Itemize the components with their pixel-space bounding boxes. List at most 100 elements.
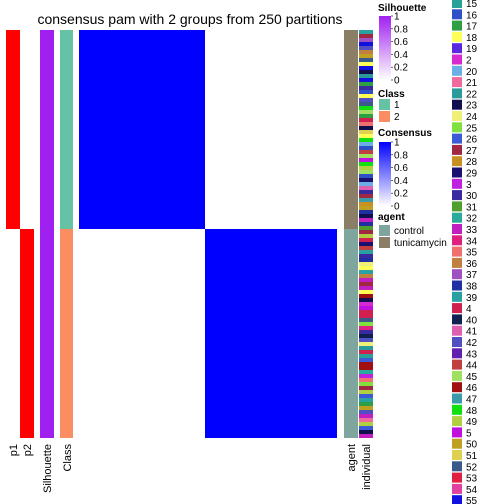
individual-legend-swatch bbox=[452, 359, 462, 370]
individual-annotation-column bbox=[359, 30, 373, 438]
legend-silhouette-colorbar bbox=[379, 16, 391, 80]
legend-consensus-tick-label: 0.4 bbox=[394, 176, 408, 187]
individual-legend-label: 40 bbox=[466, 315, 478, 326]
individual-cell bbox=[359, 434, 373, 438]
individual-cell bbox=[359, 274, 373, 278]
individual-cell bbox=[359, 202, 373, 206]
consensus-legend: Consensus 10.8 0.6 0.4 0.2 0 bbox=[378, 128, 432, 213]
individual-cell bbox=[359, 90, 373, 94]
individual-legend-swatch bbox=[452, 31, 462, 42]
individual-cell bbox=[359, 94, 373, 98]
individual-legend-label: 4 bbox=[466, 304, 472, 315]
individual-cell bbox=[359, 198, 373, 202]
individual-legend-swatch bbox=[452, 269, 462, 280]
individual-cell bbox=[359, 98, 373, 102]
individual-cell bbox=[359, 302, 373, 306]
individual-legend-label: 43 bbox=[466, 349, 478, 360]
individual-cell bbox=[359, 254, 373, 258]
individual-cell bbox=[359, 406, 373, 410]
legend-agent-label: control bbox=[394, 226, 424, 237]
individual-cell bbox=[359, 34, 373, 38]
legend-consensus-tick-label: 0.8 bbox=[394, 150, 408, 161]
individual-legend-swatch bbox=[452, 291, 462, 302]
individual-legend-swatch bbox=[452, 438, 462, 449]
individual-cell bbox=[359, 78, 373, 82]
individual-cell bbox=[359, 318, 373, 322]
individual-legend-swatch bbox=[452, 337, 462, 347]
individual-legend-swatch bbox=[452, 280, 462, 291]
individual-cell bbox=[359, 170, 373, 174]
individual-cell bbox=[359, 314, 373, 318]
individual-cell bbox=[359, 62, 373, 66]
legend-consensus-tick-label: 0.6 bbox=[394, 163, 408, 174]
individual-legend-label: 30 bbox=[466, 191, 478, 202]
individual-legend-swatch bbox=[452, 43, 462, 54]
silhouette-legend: Silhouette 10.8 0.6 0.4 0.2 0 bbox=[378, 3, 427, 87]
column-labels: p1 p2 Silhouette Class agent individual bbox=[8, 444, 373, 493]
individual-legend-swatch bbox=[452, 190, 462, 201]
agent-label: agent bbox=[346, 444, 358, 472]
individual-cell bbox=[359, 354, 373, 358]
individual-legend-swatch bbox=[452, 393, 462, 404]
individual-cell bbox=[359, 174, 373, 178]
individual-legend-label: 31 bbox=[466, 202, 478, 213]
individual-cell bbox=[359, 358, 373, 362]
individual-legend-swatch bbox=[452, 224, 462, 234]
individual-legend-label: 53 bbox=[466, 474, 478, 485]
legend-agent-label: tunicamycin bbox=[394, 238, 447, 249]
individual-cell bbox=[359, 262, 373, 266]
individual-cell bbox=[359, 110, 373, 114]
individual-legend-label: 47 bbox=[466, 395, 478, 406]
individual-cell bbox=[359, 386, 373, 390]
individual-cell bbox=[359, 126, 373, 130]
individual-cell bbox=[359, 394, 373, 398]
individual-legend-swatch bbox=[452, 348, 462, 359]
individual-legend-label: 2 bbox=[466, 56, 472, 67]
individual-legend-swatch bbox=[452, 370, 462, 381]
individual-cell bbox=[359, 278, 373, 282]
individual-cell bbox=[359, 214, 373, 218]
individual-legend-label: 48 bbox=[466, 406, 478, 417]
class-1-cell bbox=[60, 30, 73, 229]
legend-silhouette-tick-label: 0.8 bbox=[394, 24, 408, 35]
individual-legend-label: 20 bbox=[466, 67, 478, 78]
individual-cell bbox=[359, 238, 373, 242]
silhouette-label: Silhouette bbox=[42, 444, 54, 493]
individual-cell bbox=[359, 282, 373, 286]
silhouette-column bbox=[40, 30, 54, 438]
individual-legend-swatch bbox=[452, 144, 462, 155]
legend-class-swatch bbox=[379, 99, 390, 110]
individual-cell bbox=[359, 226, 373, 230]
individual-legend-label: 28 bbox=[466, 157, 478, 168]
legend-class-label: 1 bbox=[394, 100, 400, 111]
individual-legend-swatch bbox=[452, 461, 462, 472]
individual-legend-swatch bbox=[452, 382, 462, 393]
individual-cell bbox=[359, 294, 373, 298]
individual-cell bbox=[359, 178, 373, 182]
individual-legend-label: 38 bbox=[466, 282, 478, 293]
individual-cell bbox=[359, 382, 373, 386]
individual-legend-swatch bbox=[452, 20, 462, 31]
individual-legend-swatch bbox=[452, 450, 462, 460]
individual-cell bbox=[359, 326, 373, 330]
individual-cell bbox=[359, 342, 373, 346]
individual-cell bbox=[359, 338, 373, 342]
individual-cell bbox=[359, 390, 373, 394]
individual-cell bbox=[359, 398, 373, 402]
agent-bottom-cell bbox=[344, 229, 358, 438]
individual-cell bbox=[359, 258, 373, 262]
individual-legend-label: 37 bbox=[466, 270, 478, 281]
individual-cell bbox=[359, 134, 373, 138]
individual-legend-swatch bbox=[452, 201, 462, 212]
individual-cell bbox=[359, 242, 373, 246]
individual-legend-label: 25 bbox=[466, 123, 478, 134]
individual-legend-label: 33 bbox=[466, 225, 478, 236]
individual-cell bbox=[359, 130, 373, 134]
consensus-block-1-1 bbox=[79, 30, 205, 229]
individual-legend-label: 49 bbox=[466, 417, 478, 428]
individual-legend-label: 34 bbox=[466, 236, 478, 247]
individual-cell bbox=[359, 402, 373, 406]
individual-legend-swatch bbox=[452, 212, 462, 223]
